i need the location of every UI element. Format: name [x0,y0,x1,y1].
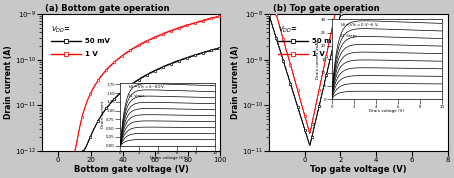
Text: 50 mV: 50 mV [85,38,109,44]
Y-axis label: Drain current (A): Drain current (A) [232,46,240,119]
Text: 1 V: 1 V [85,51,98,57]
Y-axis label: Drain current (A): Drain current (A) [4,46,13,119]
X-axis label: Top gate voltage (V): Top gate voltage (V) [310,165,407,174]
X-axis label: Bottom gate voltage (V): Bottom gate voltage (V) [74,165,188,174]
Text: 1 V: 1 V [312,51,325,57]
Text: (b) Top gate operation: (b) Top gate operation [272,4,379,13]
Text: $V_{DD}$=: $V_{DD}$= [51,25,70,35]
Text: (a) Bottom gate operation: (a) Bottom gate operation [45,4,170,13]
Text: 50 mV: 50 mV [312,38,337,44]
Text: $V_{DD}$=: $V_{DD}$= [278,25,298,35]
